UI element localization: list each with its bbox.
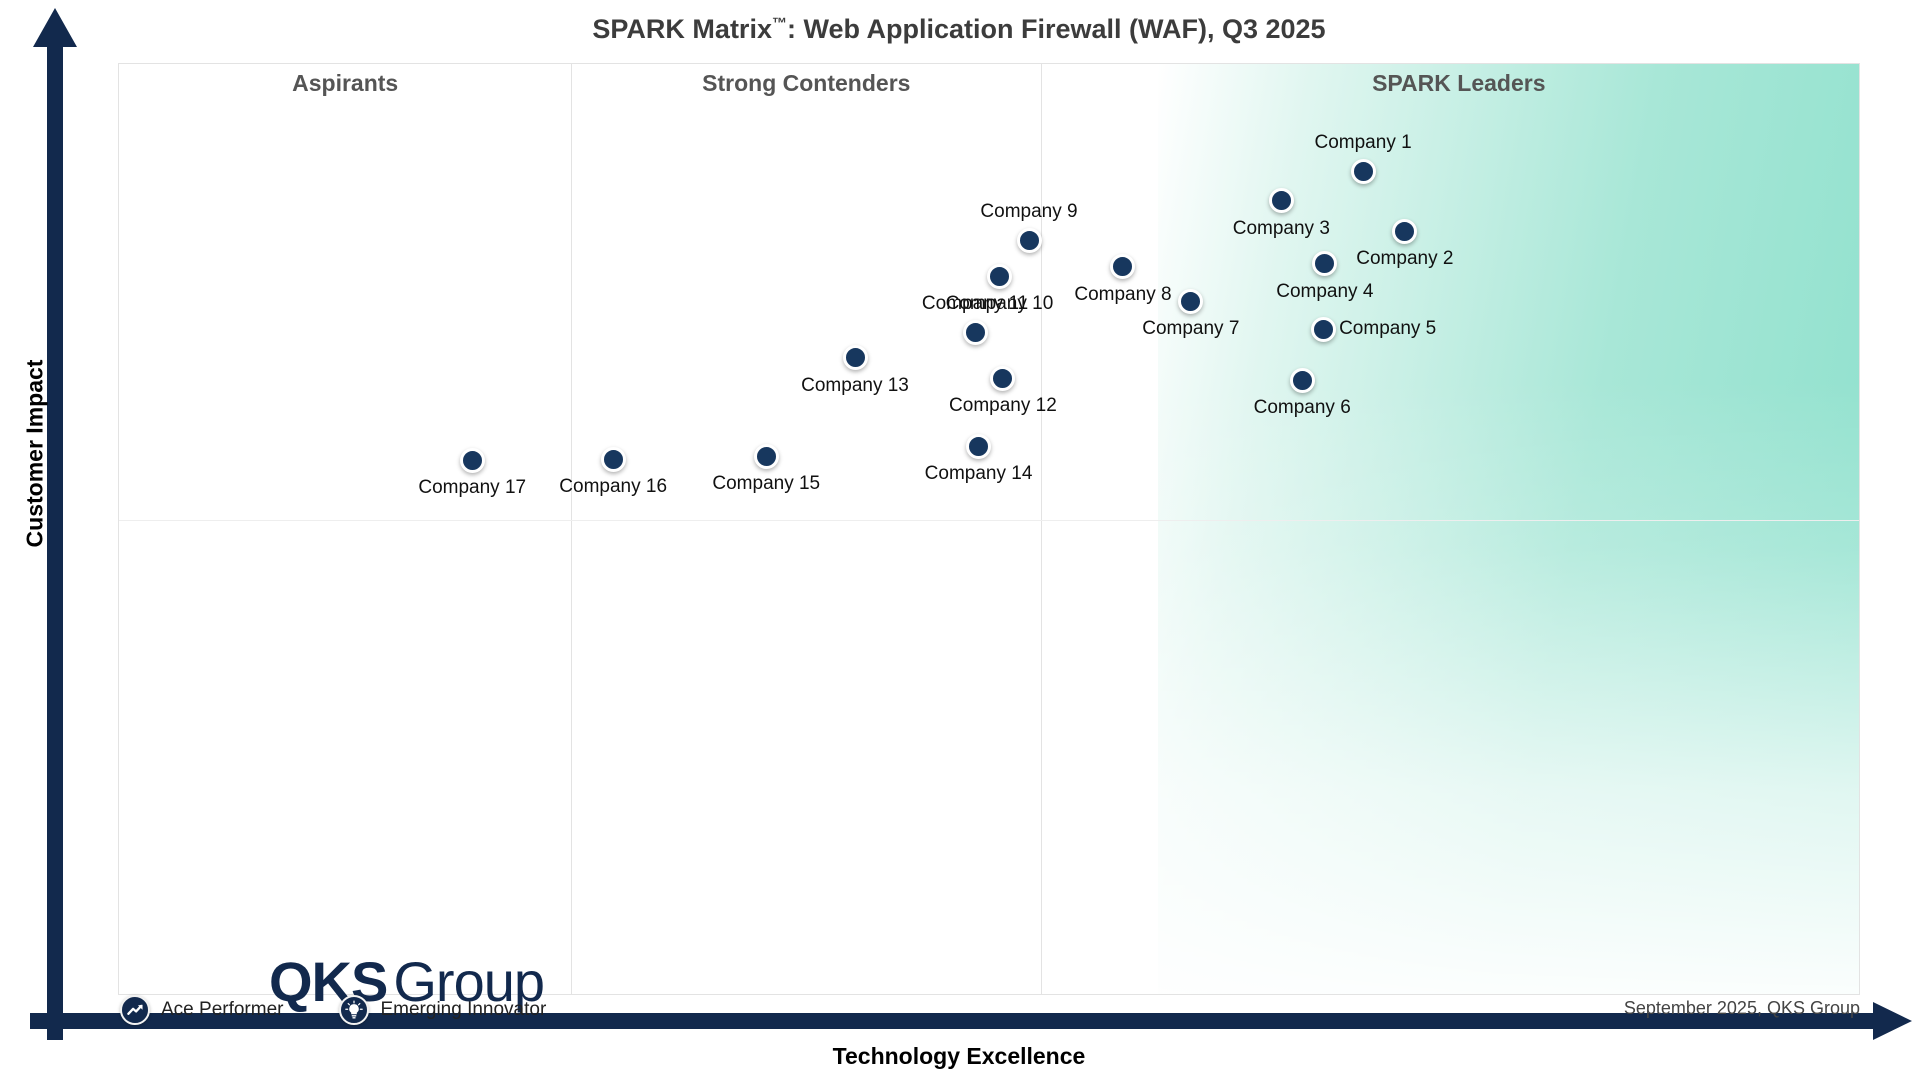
data-point-label-company-1: Company 1	[1314, 131, 1412, 153]
legend-item-ace-performer[interactable]: Ace Performer	[120, 995, 283, 1025]
plot-area: Aspirants Strong Contenders SPARK Leaders …	[118, 63, 1860, 1013]
data-point-company-1[interactable]	[1350, 159, 1376, 185]
data-point-company-5[interactable]	[1310, 316, 1336, 342]
data-point-company-2[interactable]	[1392, 218, 1418, 244]
title-main: SPARK Matrix	[592, 14, 772, 44]
data-point-label-company-10: Company 10	[945, 293, 1054, 315]
data-point-company-16[interactable]	[600, 446, 626, 472]
data-point-company-12[interactable]	[990, 365, 1016, 391]
lightbulb-icon	[339, 995, 370, 1025]
data-point-label-company-12: Company 12	[949, 395, 1057, 417]
data-point-label-company-13: Company 13	[801, 374, 909, 396]
data-point-label-company-17: Company 17	[418, 477, 527, 499]
spark-leaders-highlight-band	[1158, 64, 1859, 994]
data-point-company-9[interactable]	[1016, 228, 1042, 254]
data-point-label-company-8: Company 8	[1074, 283, 1172, 305]
quadrant-divider-vertical-2	[1041, 64, 1043, 994]
data-point-label-company-14: Company 14	[924, 463, 1033, 485]
data-point-company-13[interactable]	[842, 345, 868, 371]
data-point-company-4[interactable]	[1312, 251, 1338, 277]
data-point-company-11[interactable]	[962, 320, 988, 346]
y-axis-title: Customer Impact	[21, 359, 48, 548]
quadrant-divider-horizontal-1	[119, 519, 1859, 521]
data-point-label-company-4: Company 4	[1276, 280, 1374, 302]
logo-word-text: Group	[393, 950, 545, 1013]
data-point-company-15[interactable]	[753, 443, 779, 469]
data-point-label-company-3: Company 3	[1232, 217, 1330, 239]
legend-label-ace-performer: Ace Performer	[161, 999, 284, 1020]
title-rest: : Web Application Firewall (WAF), Q3 202…	[786, 14, 1326, 44]
quadrant-label-aspirants: Aspirants	[292, 70, 399, 96]
data-point-label-company-11: Company 11	[921, 292, 1029, 314]
trend-arrow-icon	[120, 995, 150, 1025]
data-point-company-3[interactable]	[1268, 188, 1294, 214]
quadrant-label-spark-leaders: SPARK Leaders	[1372, 70, 1546, 96]
logo-mark-text: QKS	[269, 950, 388, 1013]
data-point-label-company-9: Company 9	[980, 200, 1078, 222]
x-axis-title: Technology Excellence	[832, 1043, 1086, 1069]
data-point-company-10[interactable]	[986, 263, 1012, 289]
data-point-company-7[interactable]	[1178, 288, 1204, 314]
data-point-label-company-16: Company 16	[559, 476, 668, 498]
data-point-company-6[interactable]	[1289, 367, 1315, 393]
trademark-symbol: ™	[771, 15, 787, 32]
y-axis-arrow	[33, 8, 77, 1040]
legend-label-emerging-innovator: Emerging Innovator	[380, 999, 547, 1020]
data-point-company-8[interactable]	[1110, 254, 1136, 280]
qks-group-logo: QKS Group	[269, 949, 545, 1014]
page-title: SPARK Matrix™: Web Application Firewall …	[0, 14, 1918, 45]
data-point-label-company-7: Company 7	[1142, 318, 1240, 340]
quadrant-divider-vertical-1	[571, 64, 573, 994]
data-point-company-14[interactable]	[966, 433, 992, 459]
data-point-label-company-15: Company 15	[712, 473, 821, 495]
data-point-label-company-5: Company 5	[1339, 318, 1437, 340]
data-point-label-company-6: Company 6	[1253, 397, 1351, 419]
legend-item-emerging-innovator[interactable]: Emerging Innovator	[339, 995, 546, 1025]
x-axis-arrow	[30, 1002, 1912, 1040]
quadrant-label-strong-contenders: Strong Contenders	[702, 70, 911, 96]
legend: Ace Performer Emerging Innovator	[120, 995, 546, 1025]
data-point-company-17[interactable]	[459, 447, 485, 473]
footer-attribution: September 2025, QKS Group	[1623, 998, 1860, 1018]
